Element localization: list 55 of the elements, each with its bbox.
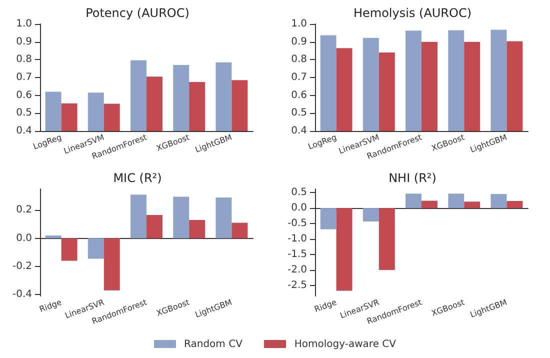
y-tick-label: 0.4 xyxy=(16,126,32,136)
bar xyxy=(422,200,438,208)
y-tick-label: 0.0 xyxy=(291,202,307,214)
bar xyxy=(506,201,523,208)
y-tick-label: 1.0 xyxy=(291,18,307,30)
x-tick-label: Ridge xyxy=(313,298,338,314)
y-tick-label: 1.0 xyxy=(16,18,32,30)
bar xyxy=(406,194,422,208)
y-tick-label: 0.0 xyxy=(16,232,32,244)
y-tick-label: 0.6 xyxy=(291,90,307,101)
y-tick-label: 0.7 xyxy=(16,72,32,83)
legend-label: Random CV xyxy=(184,338,242,350)
bar xyxy=(146,215,162,238)
legend-label: Homology-aware CV xyxy=(294,338,396,350)
bar xyxy=(61,238,78,261)
bar xyxy=(45,235,62,238)
y-tick-label: 0.5 xyxy=(291,108,307,119)
bar xyxy=(448,194,464,208)
bar xyxy=(216,197,232,238)
chart-title: NHI (R²) xyxy=(388,171,436,185)
y-tick-label: 0.8 xyxy=(291,54,307,66)
y-tick-label: -2.5 xyxy=(287,280,307,291)
chart-title: MIC (R²) xyxy=(113,171,162,185)
bar xyxy=(104,238,120,290)
y-tick-label: 0.7 xyxy=(291,72,307,83)
bar xyxy=(378,208,395,270)
y-tick-label: -1.5 xyxy=(287,249,307,260)
y-tick-label: 0.2 xyxy=(16,204,32,216)
y-tick-label: -2.0 xyxy=(287,264,307,276)
chart-title: Potency (AUROC) xyxy=(86,6,190,20)
bar xyxy=(88,238,104,259)
bar xyxy=(320,208,336,230)
bar xyxy=(189,220,206,238)
x-tick-label: LogReg xyxy=(32,132,63,152)
bar xyxy=(490,194,507,208)
bar xyxy=(173,196,190,238)
bar xyxy=(464,202,480,208)
chart-title: Hemolysis (AUROC) xyxy=(353,6,472,20)
y-tick-label: 0.8 xyxy=(16,54,32,66)
bar xyxy=(130,194,146,238)
y-tick-label: 0.6 xyxy=(16,90,32,101)
y-tick-label: -0.2 xyxy=(12,260,32,272)
bar xyxy=(362,208,379,222)
y-tick-label: -0.4 xyxy=(12,289,32,300)
y-tick-label: -0.5 xyxy=(287,218,307,230)
x-tick-label: LogReg xyxy=(307,132,338,152)
x-tick-label: Ridge xyxy=(38,298,63,314)
bar xyxy=(232,222,248,238)
y-tick-label: -1.0 xyxy=(287,234,307,245)
y-tick-label: 0.9 xyxy=(291,36,307,48)
y-tick-label: 0.4 xyxy=(291,126,307,136)
y-tick-label: 0.5 xyxy=(16,108,32,119)
y-tick-label: 0.9 xyxy=(16,36,32,48)
y-tick-label: 0.5 xyxy=(291,187,307,198)
bar xyxy=(336,208,352,291)
